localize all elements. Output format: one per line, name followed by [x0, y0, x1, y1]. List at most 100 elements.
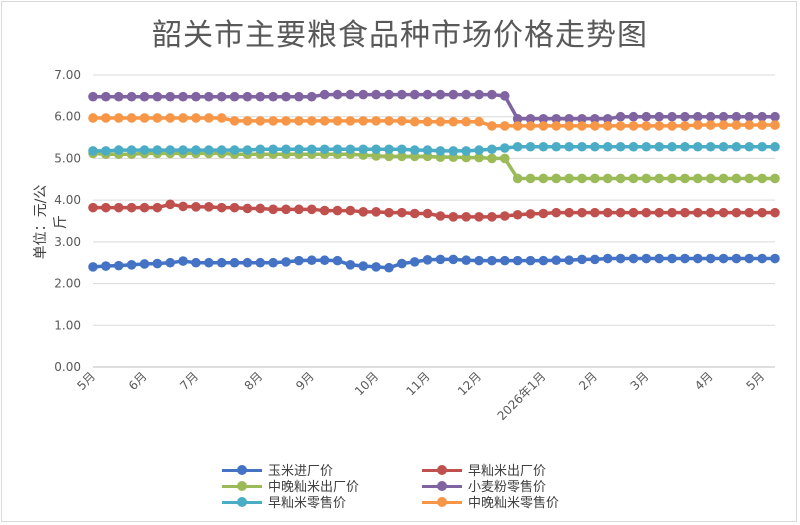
series-point-1 [216, 202, 227, 213]
series-point-3 [654, 111, 664, 122]
series-point-1 [744, 207, 755, 218]
series-point-5 [88, 113, 98, 123]
legend-item: 玉米进厂价 [222, 460, 333, 479]
series-point-5 [628, 121, 639, 131]
series-point-1 [551, 207, 562, 218]
series-point-4 [409, 145, 420, 155]
series-point-2 [397, 151, 407, 162]
series-point-5 [126, 113, 137, 123]
series-point-4 [165, 145, 176, 155]
series-point-2 [487, 153, 497, 164]
series-point-0 [487, 255, 497, 266]
legend-swatch [422, 463, 462, 477]
series-point-5 [731, 120, 742, 130]
series-point-1 [757, 207, 767, 218]
series-point-2 [590, 173, 600, 184]
series-point-2 [641, 173, 652, 184]
y-tick-label: 7.00 [54, 68, 81, 82]
series-point-1 [641, 207, 652, 218]
x-tick-label: 8月 [242, 369, 266, 393]
series-point-4 [178, 145, 188, 155]
series-point-4 [551, 141, 562, 152]
series-point-3 [216, 91, 227, 102]
series-point-1 [371, 207, 381, 217]
series-point-5 [512, 121, 523, 131]
series-point-1 [448, 212, 459, 222]
series-point-4 [615, 141, 626, 152]
series-point-0 [204, 257, 214, 268]
legend-item: 早籼米零售价 [222, 492, 346, 511]
series-point-2 [564, 173, 574, 184]
series-point-0 [88, 262, 98, 272]
series-point-5 [281, 116, 291, 126]
legend-label: 中晚籼米零售价 [468, 496, 560, 511]
series-point-0 [306, 255, 317, 266]
series-point-4 [319, 144, 330, 155]
series-point-2 [654, 173, 664, 184]
series-point-4 [371, 144, 381, 155]
series-point-0 [525, 255, 536, 266]
series-point-5 [268, 116, 278, 126]
series-point-4 [216, 145, 227, 155]
series-point-4 [101, 146, 111, 156]
series-point-3 [512, 114, 523, 124]
series-point-3 [680, 111, 690, 122]
series-point-3 [306, 91, 317, 102]
legend-label: 中晚籼米出厂价 [268, 480, 360, 495]
series-point-5 [242, 116, 253, 126]
legend-label: 早籼米出厂价 [468, 464, 547, 479]
series-point-1 [680, 207, 690, 218]
series-point-3 [448, 89, 459, 100]
series-point-5 [538, 121, 549, 131]
series-point-4 [88, 146, 98, 156]
series-point-1 [268, 204, 278, 215]
chart-title: 韶关市主要粮食品种市场价格走势图 [152, 18, 648, 53]
series-point-0 [384, 262, 394, 273]
series-point-5 [139, 113, 150, 123]
series-point-5 [178, 113, 188, 123]
legend-swatch [222, 479, 262, 493]
series-point-4 [448, 146, 459, 156]
series-point-5 [705, 120, 716, 130]
series-point-5 [152, 113, 163, 123]
series-point-0 [731, 253, 742, 264]
legend-swatch [422, 479, 462, 493]
series-point-0 [229, 257, 240, 268]
series-point-2 [770, 173, 780, 184]
series-point-3 [487, 89, 497, 100]
series-point-1 [397, 207, 407, 218]
series-point-3 [88, 91, 98, 102]
series-point-2 [718, 173, 729, 184]
series-point-5 [744, 120, 755, 130]
series-point-0 [744, 253, 755, 264]
series-point-4 [564, 141, 574, 152]
series-point-1 [229, 202, 240, 213]
series-point-4 [191, 145, 201, 155]
series-point-3 [204, 91, 214, 102]
series-point-0 [551, 255, 562, 266]
series-point-2 [499, 153, 510, 164]
series-point-2 [692, 173, 703, 184]
series-point-3 [757, 111, 767, 122]
series-point-3 [435, 89, 446, 100]
series-point-3 [101, 91, 111, 102]
series-point-1 [667, 207, 677, 218]
y-tick-label: 4.00 [54, 193, 81, 207]
series-point-5 [499, 121, 510, 131]
series-point-5 [564, 121, 574, 131]
series-point-1 [525, 209, 536, 219]
series-point-0 [628, 253, 639, 264]
series-point-0 [345, 260, 356, 270]
series-point-4 [705, 141, 716, 152]
series-point-5 [461, 116, 471, 127]
series-point-1 [255, 203, 266, 214]
series-point-0 [139, 259, 150, 269]
series-point-3 [126, 91, 137, 102]
series-point-0 [371, 262, 381, 272]
series-point-0 [294, 255, 304, 266]
series-point-5 [409, 116, 420, 127]
series-point-3 [564, 114, 574, 124]
series-point-0 [564, 255, 574, 266]
x-tick-label: 9月 [293, 369, 317, 393]
